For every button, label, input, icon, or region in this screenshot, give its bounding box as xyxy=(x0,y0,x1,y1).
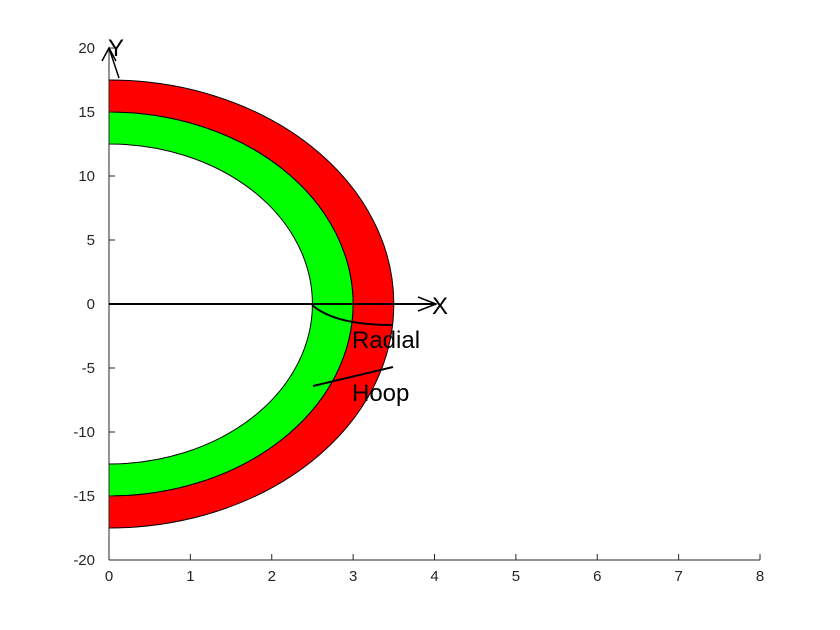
y-arrow-label: Y xyxy=(108,35,124,62)
y-tick-label: 0 xyxy=(87,296,95,313)
y-tick-label: 5 xyxy=(87,232,95,249)
ticks-layer: 0 1 2 3 4 5 6 7 8 20 15 10 5 0 -5 -10 -15 -20 xyxy=(73,40,764,585)
annotations-layer: Y X Radial Hoop xyxy=(101,35,448,407)
hoop-leader-line xyxy=(312,366,394,387)
x-tick-label: 6 xyxy=(593,568,601,585)
rings-layer xyxy=(108,79,395,529)
x-tick-label: 0 xyxy=(105,568,113,585)
x-arrow-head xyxy=(417,296,439,312)
y-tick-label: -10 xyxy=(73,424,95,441)
y-tick-label: -15 xyxy=(73,488,95,505)
y-tick-label: 15 xyxy=(78,104,95,121)
x-tick-label: 7 xyxy=(674,568,682,585)
y-tick-label: 10 xyxy=(78,168,95,185)
x-tick-label: 8 xyxy=(756,568,764,585)
y-tick-label: -5 xyxy=(82,360,95,377)
hoop-label: Hoop xyxy=(352,380,409,407)
x-tick-label: 5 xyxy=(512,568,520,585)
ring-outer xyxy=(108,79,395,529)
x-tick-label: 2 xyxy=(268,568,276,585)
y-arrow-head xyxy=(101,46,117,62)
x-tick-label: 1 xyxy=(186,568,194,585)
y-tick-label: 20 xyxy=(78,40,95,57)
x-arrow-label: X xyxy=(432,293,448,320)
y-tick-label: -20 xyxy=(73,552,95,569)
radial-label: Radial xyxy=(352,327,420,354)
radial-leader-line xyxy=(311,304,393,326)
y-arrow-line xyxy=(108,47,120,79)
x-tick-label: 4 xyxy=(430,568,438,585)
x-tick-label: 3 xyxy=(349,568,357,585)
